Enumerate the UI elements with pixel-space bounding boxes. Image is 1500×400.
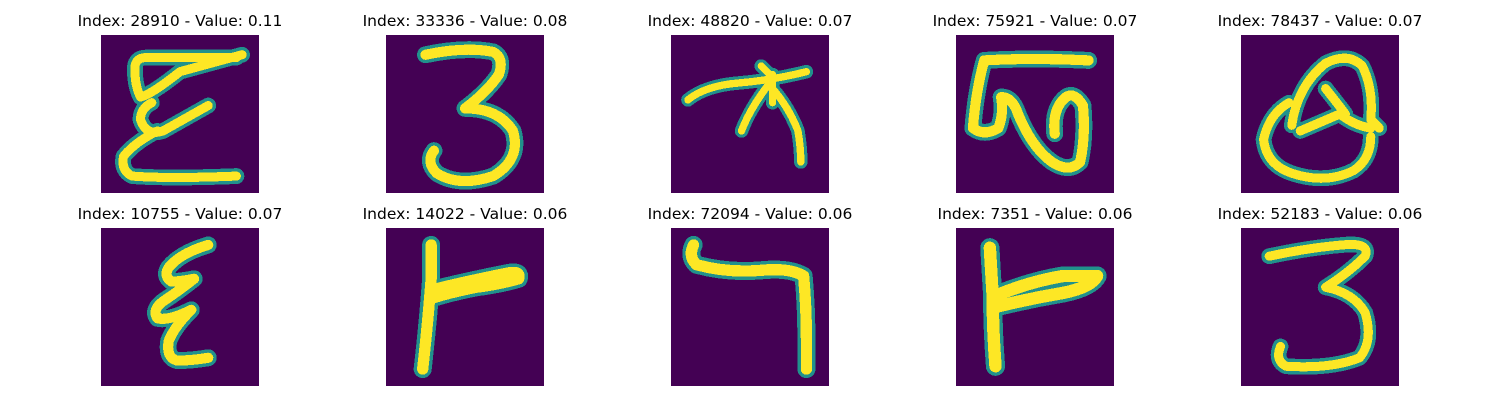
panel-image	[956, 35, 1114, 193]
panel-image	[101, 228, 259, 386]
panel-image	[386, 35, 544, 193]
panel-title: Index: 72094 - Value: 0.06	[647, 205, 853, 223]
panel-title: Index: 28910 - Value: 0.11	[77, 12, 283, 30]
panel-2: Index: 33336 - Value: 0.08	[335, 9, 595, 193]
panel-title: Index: 14022 - Value: 0.06	[362, 205, 568, 223]
panel-3: Index: 48820 - Value: 0.07	[620, 9, 880, 193]
panel-4: Index: 75921 - Value: 0.07	[905, 9, 1165, 193]
panel-10: Index: 52183 - Value: 0.06	[1190, 202, 1450, 386]
panel-title: Index: 78437 - Value: 0.07	[1217, 12, 1423, 30]
panel-1: Index: 28910 - Value: 0.11	[50, 9, 310, 193]
panel-title: Index: 75921 - Value: 0.07	[932, 12, 1138, 30]
panel-image	[1241, 228, 1399, 386]
panel-image	[386, 228, 544, 386]
panel-title: Index: 10755 - Value: 0.07	[77, 205, 283, 223]
panel-title: Index: 7351 - Value: 0.06	[937, 205, 1133, 223]
panel-5: Index: 78437 - Value: 0.07	[1190, 9, 1450, 193]
panel-title: Index: 52183 - Value: 0.06	[1217, 205, 1423, 223]
panel-title: Index: 33336 - Value: 0.08	[362, 12, 568, 30]
panel-8: Index: 72094 - Value: 0.06	[620, 202, 880, 386]
panel-image	[956, 228, 1114, 386]
panel-7: Index: 14022 - Value: 0.06	[335, 202, 595, 386]
panel-image	[1241, 35, 1399, 193]
panel-image	[671, 228, 829, 386]
glyph-core	[118, 50, 247, 182]
panel-6: Index: 10755 - Value: 0.07	[50, 202, 310, 386]
panel-9: Index: 7351 - Value: 0.06	[905, 202, 1165, 386]
panel-title: Index: 48820 - Value: 0.07	[647, 12, 853, 30]
panel-image	[101, 35, 259, 193]
panel-image	[671, 35, 829, 193]
